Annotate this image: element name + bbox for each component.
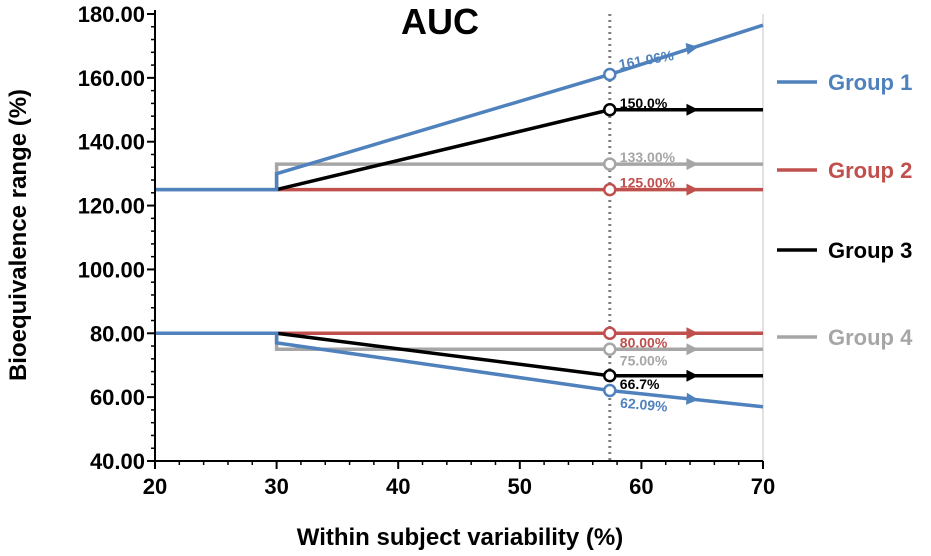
group-1-lower-arrow [686, 392, 699, 405]
annotation-label: 66.7% [620, 376, 660, 392]
x-tick-label: 20 [143, 474, 167, 499]
y-tick-label: 160.00 [78, 66, 145, 91]
marker-layer [603, 42, 699, 405]
chart-title: AUC [401, 1, 479, 42]
series-1-lower-line [155, 331, 764, 409]
group-3-upper-point [603, 103, 617, 117]
group-1-lower-point [603, 383, 617, 398]
legend-item-group-1: Group 1 [777, 70, 912, 95]
group-4-upper-point [603, 157, 617, 171]
y-tick-label: 100.00 [78, 257, 145, 282]
y-tick-label: 140.00 [78, 130, 145, 155]
legend-item-group-2: Group 2 [777, 158, 912, 183]
annotation-label: 125.00% [620, 175, 676, 191]
series-1-upper-line [155, 23, 764, 192]
group-2-lower-point [603, 326, 617, 341]
legend-item-group-3: Group 3 [777, 238, 912, 263]
y-axis-title: Bioequivalence range (%) [5, 89, 32, 381]
group-3-upper-arrow [686, 103, 699, 116]
series-3-upper-line [276, 108, 763, 192]
annotation-label: 133.00% [620, 149, 676, 165]
legend: Group 1 Group 2 Group 3 Group 4 [777, 70, 913, 350]
series-layer [155, 23, 764, 409]
annotation-label: 75.00% [620, 352, 668, 368]
y-tick-label: 120.00 [78, 194, 145, 219]
group-2-upper-point [603, 182, 617, 197]
x-tick-label: 70 [751, 474, 775, 499]
group-3-lower-point [603, 369, 617, 383]
legend-label: Group 3 [828, 238, 912, 263]
annotation-label: 150.0% [620, 95, 668, 111]
annotation-label: 62.09% [620, 395, 669, 415]
group-1-upper-arrow [685, 42, 699, 55]
labels: AUC Within subject variability (%) Bioeq… [5, 1, 676, 551]
y-tick-label: 60.00 [90, 385, 145, 410]
axes: 40.00 60.00 80.00 100.00 120.00 140.00 160.00 1… [78, 2, 776, 499]
legend-item-group-4: Group 4 [777, 325, 913, 350]
x-tick-label: 30 [264, 474, 288, 499]
x-tick-label: 40 [386, 474, 410, 499]
y-tick-label: 40.00 [90, 449, 145, 474]
group-2-lower-arrow [686, 327, 699, 340]
annotation-label: 80.00% [620, 334, 668, 350]
group-1-upper-point [603, 67, 617, 82]
legend-label: Group 2 [828, 158, 912, 183]
legend-label: Group 1 [828, 70, 912, 95]
y-tick-label: 80.00 [90, 321, 145, 346]
group-4-lower-arrow [686, 343, 699, 356]
group-4-upper-arrow [686, 158, 699, 171]
annotation-label: 161.06% [618, 47, 676, 72]
group-4-lower-point [603, 342, 617, 356]
group-2-upper-arrow [686, 183, 699, 196]
x-axis-title: Within subject variability (%) [297, 524, 624, 551]
x-tick-label: 50 [508, 474, 532, 499]
legend-label: Group 4 [828, 325, 913, 350]
x-tick-label: 60 [629, 474, 653, 499]
y-tick-label: 180.00 [78, 2, 145, 27]
series-4-lower-line [155, 331, 763, 351]
group-3-lower-arrow [686, 369, 699, 382]
